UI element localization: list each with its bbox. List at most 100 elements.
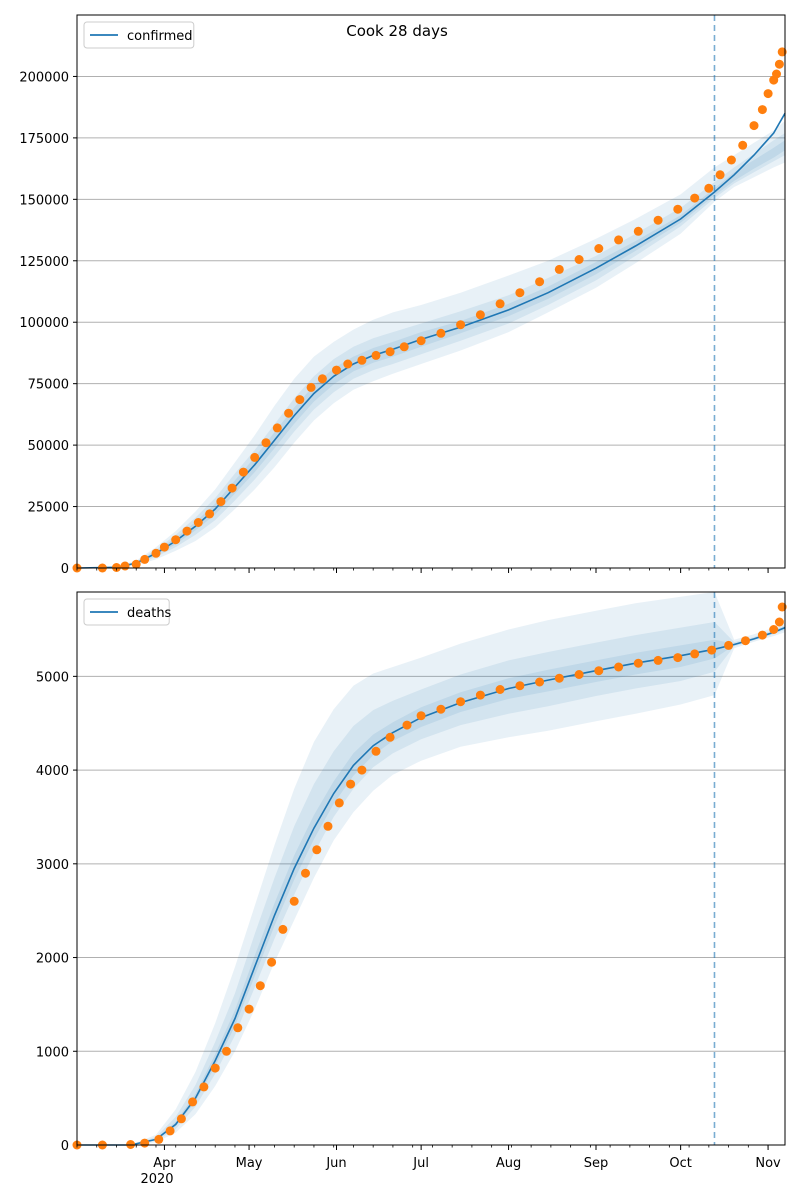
observed-point <box>757 105 767 115</box>
observed-point <box>673 653 683 663</box>
observed-point <box>250 452 260 462</box>
year-label: 2020 <box>140 1172 173 1187</box>
legend-box <box>83 598 170 626</box>
observed-point <box>574 255 584 264</box>
observed-point <box>436 704 446 714</box>
observed-point <box>715 170 725 180</box>
observed-point <box>385 732 395 742</box>
y-tick-label: 75000 <box>28 378 69 393</box>
observed-point <box>738 140 748 150</box>
observed-point <box>205 509 215 519</box>
observed-point <box>515 681 525 691</box>
y-tick-label: 150000 <box>19 193 69 208</box>
observed-point <box>261 438 271 448</box>
axes-frame <box>76 591 786 1146</box>
observed-point <box>140 554 150 564</box>
observed-point <box>633 226 643 236</box>
observed-point <box>176 1114 186 1124</box>
observed-point <box>255 981 265 991</box>
observed-point <box>690 193 700 203</box>
observed-point <box>188 1097 198 1107</box>
legend: deaths <box>83 598 172 626</box>
observed-point <box>317 374 327 384</box>
observed-point <box>131 559 141 569</box>
band-middle <box>77 622 785 1145</box>
x-tick-label: Jun <box>325 1156 346 1171</box>
y-tick-label: 3000 <box>36 858 69 873</box>
observed-point <box>140 1138 150 1148</box>
y-tick-label: 50000 <box>28 439 69 454</box>
observed-point <box>777 47 787 57</box>
observed-point <box>278 924 288 934</box>
observed-point <box>436 328 446 338</box>
x-tick-label: Oct <box>669 1156 691 1171</box>
observed-point <box>772 69 781 79</box>
observed-point <box>334 798 344 808</box>
observed-point <box>306 382 316 392</box>
observed-point <box>159 542 169 552</box>
observed-point <box>295 395 305 405</box>
y-tick-label: 200000 <box>19 70 69 85</box>
observed-point <box>416 336 426 346</box>
legend-box <box>83 21 195 49</box>
observed-point <box>475 310 485 320</box>
y-tick-label: 125000 <box>19 255 69 270</box>
observed-point <box>399 342 409 352</box>
y-tick-label: 175000 <box>19 132 69 147</box>
observed-point <box>495 299 505 309</box>
observed-point <box>515 288 525 298</box>
deaths-panel: 0 1000 2000 3000 4000 5000 Apr May Jun Jul Aug Sep O… <box>36 591 787 1171</box>
observed-point <box>724 640 734 650</box>
x-tick-label: May <box>236 1156 263 1171</box>
observed-point <box>614 662 624 672</box>
observed-point <box>171 535 181 545</box>
observed-point <box>284 408 294 418</box>
observed-point <box>227 483 237 493</box>
legend-label: confirmed <box>127 29 193 44</box>
observed-point <box>210 1063 220 1073</box>
observed-point <box>475 690 485 700</box>
observed-point <box>763 89 773 99</box>
observed-point <box>301 868 310 878</box>
observed-point <box>233 1023 243 1033</box>
x-tick-label: Jul <box>412 1156 429 1171</box>
observed-point <box>199 1082 209 1092</box>
observed-point <box>244 1004 254 1014</box>
observed-point <box>371 746 381 756</box>
observed-point <box>653 655 663 665</box>
y-tick-label: 0 <box>61 562 69 577</box>
y-tick-label: 25000 <box>28 501 69 516</box>
observed-point <box>774 617 784 627</box>
observed-point <box>222 1046 231 1056</box>
observed-point <box>456 697 466 707</box>
legend-label: deaths <box>127 606 172 621</box>
observed-point <box>357 765 367 775</box>
observed-point <box>238 467 248 477</box>
observed-point <box>346 779 356 789</box>
observed-point <box>594 244 604 253</box>
x-tick-label: Nov <box>755 1156 781 1171</box>
observed-point <box>151 548 161 558</box>
observed-point <box>357 355 367 365</box>
observed-point <box>120 561 130 571</box>
observed-point <box>777 602 787 612</box>
observed-point <box>574 670 584 679</box>
observed-point <box>416 711 426 721</box>
observed-point <box>707 645 717 655</box>
axes-frame <box>76 14 786 569</box>
observed-point <box>272 423 282 433</box>
observed-point <box>614 235 624 245</box>
observed-point <box>554 264 564 274</box>
observed-point <box>690 649 700 659</box>
legend: confirmed <box>83 21 195 49</box>
observed-point <box>653 215 663 225</box>
observed-point <box>633 658 643 668</box>
observed-point <box>154 1134 164 1144</box>
confirmed-panel: 0 25000 50000 75000 100000 125000 150000 175000… <box>19 14 787 577</box>
observed-point <box>332 365 341 375</box>
observed-point <box>289 896 299 906</box>
observed-point <box>704 183 714 193</box>
y-tick-label: 2000 <box>36 952 69 967</box>
y-tick-label: 1000 <box>36 1045 69 1060</box>
